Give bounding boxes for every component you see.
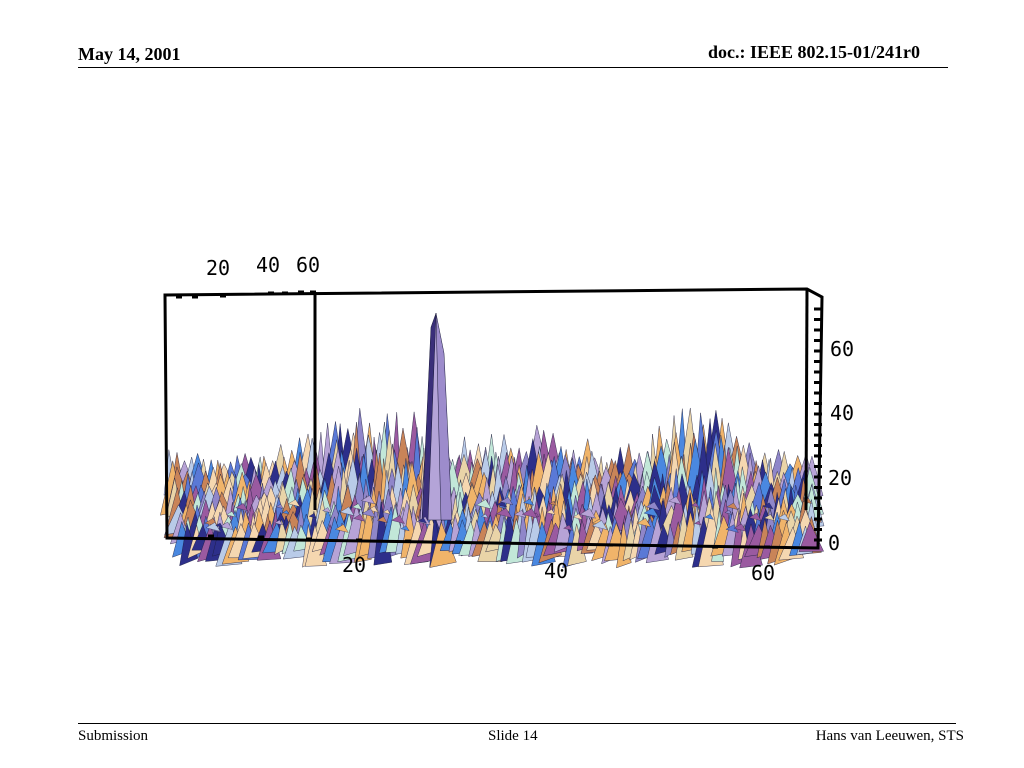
footer-slide-number: Slide 14 [488, 728, 538, 744]
surface-facet [762, 502, 774, 510]
surface-facet [636, 517, 652, 528]
plot-box-frame [163, 287, 824, 550]
surface-facet [235, 503, 248, 511]
surface-facet [205, 522, 221, 532]
surface-facet [382, 509, 391, 515]
surface-facet [391, 515, 405, 524]
z-tick-label-0: 0 [828, 531, 840, 555]
surface-facet [645, 501, 660, 511]
x-tick-label-60: 60 [751, 561, 775, 585]
surface-facet [726, 502, 738, 510]
top-tick-label-40: 40 [256, 253, 280, 277]
surface-facet [351, 503, 363, 510]
x-tick-label-40: 40 [544, 559, 568, 583]
surface-facet [376, 516, 388, 524]
surface-facet [361, 508, 377, 518]
surface-facet [308, 513, 317, 519]
surface-facet [748, 512, 762, 521]
surface-facet [563, 524, 573, 531]
top-axis-ticks [176, 290, 316, 299]
surface-facet [282, 510, 290, 515]
surface-facet [777, 513, 790, 522]
surface-facet [287, 499, 301, 507]
footer-author: Hans van Leeuwen, STS [815, 728, 964, 744]
footer-rule [78, 723, 956, 724]
surface-facet [219, 521, 233, 530]
surface-facet [724, 509, 732, 515]
front-axis-ticks [208, 534, 770, 549]
surface-facet [360, 495, 376, 505]
surface-facet [521, 508, 538, 519]
header-rule [78, 67, 948, 68]
surface-facet [475, 499, 492, 510]
top-tick-label-20: 20 [206, 256, 230, 280]
surface-facet [763, 514, 775, 521]
surface-facet [733, 523, 747, 532]
surface-facet [215, 522, 224, 528]
surface-facet [322, 507, 332, 513]
surface-facet [339, 506, 355, 516]
z-axis-ticks [814, 307, 822, 542]
surface-facet [481, 513, 489, 519]
surface-facet [275, 503, 284, 509]
surface-mesh [160, 313, 825, 569]
surface-facet [591, 520, 608, 530]
surface-facet [523, 498, 535, 506]
surface-facet [496, 500, 508, 508]
surface-facet [274, 519, 283, 526]
z-tick-label-20: 20 [828, 466, 852, 490]
surface-facet [668, 496, 682, 505]
surface-facet [226, 511, 236, 518]
z-tick-label-60: 60 [830, 337, 854, 361]
surface-facet [499, 496, 514, 506]
surface-facet [579, 508, 596, 519]
slide-date: May 14, 2001 [78, 44, 181, 64]
top-tick-label-60: 60 [296, 253, 320, 277]
x-tick-label-20: 20 [342, 553, 366, 577]
surface-facet [546, 509, 556, 515]
surface-facet [572, 513, 583, 520]
surface-peak [435, 313, 453, 521]
surface-facet [418, 517, 427, 524]
surface-facet [549, 500, 557, 506]
document-id: doc.: IEEE 802.15-01/241r0 [707, 42, 920, 62]
footer-submission: Submission [78, 728, 149, 744]
surface-facet [335, 524, 349, 533]
z-tick-label-40: 40 [830, 401, 854, 425]
surface-facet [400, 525, 410, 532]
surface-facet [690, 502, 700, 508]
surface-facet [353, 514, 365, 522]
surface-facet [367, 505, 379, 513]
surface-facet [496, 507, 513, 518]
surface-facet [694, 520, 702, 526]
surface-facet [704, 513, 714, 520]
surface-facet [643, 507, 659, 517]
